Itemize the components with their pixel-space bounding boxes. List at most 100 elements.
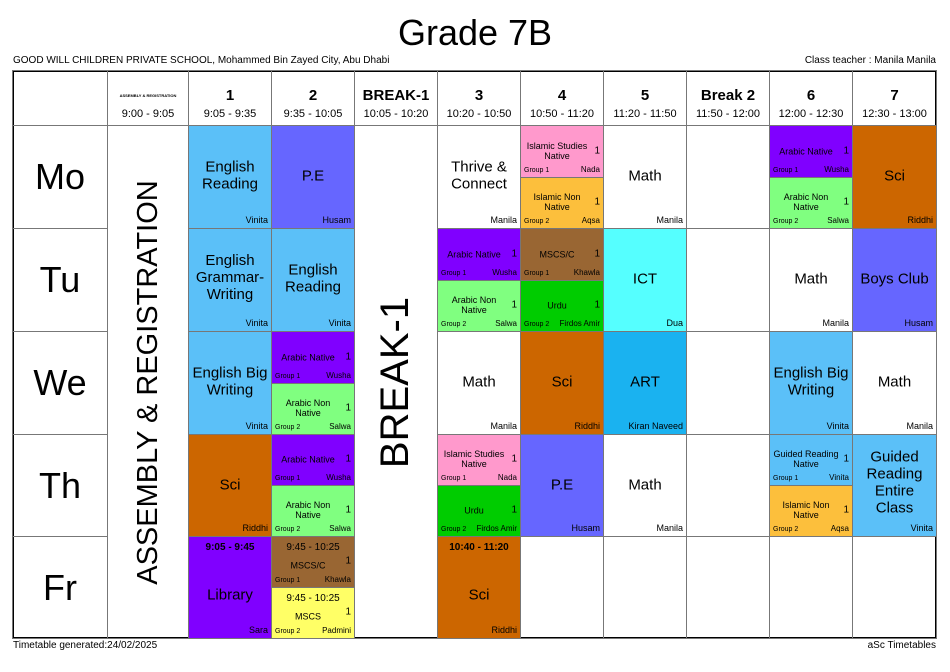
lesson-subject: Guided Reading Entire Class [866,448,923,517]
lesson-cell[interactable]: Sci Riddhi [520,331,604,435]
lesson-group: Group 1 [275,373,301,380]
lesson-teacher: Salwa [329,422,351,431]
lesson-teacher: Nada [580,165,600,174]
lesson-cell[interactable]: Guided Reading Native 1 Group 1 Vinita [769,434,853,486]
lesson-teacher: Husam [571,523,600,533]
period-time: 10:20 - 10:50 [446,108,512,120]
lesson-teacher: Vinita [826,421,849,431]
lesson-count: 1 [594,196,600,208]
lesson-teacher: Manila [490,215,517,225]
lesson-teacher: Wusha [326,473,351,482]
lesson-subject: English Big Writing [192,364,268,399]
lesson-subject: Arabic Non Native [285,500,331,520]
lesson-cell[interactable]: Islamic Non Native 1 Group 2 Aqsa [769,485,853,537]
lesson-cell[interactable]: English Big Writing Vinita [188,331,272,435]
lesson-cell[interactable]: Guided Reading Entire Class Vinita [852,434,937,537]
lesson-cell[interactable]: Urdu 1 Group 2 Firdos Amir [520,280,604,332]
lesson-subject: Arabic Non Native [783,192,829,212]
lesson-teacher: Vinita [829,473,849,482]
lesson-teacher: Vinita [328,318,351,328]
lesson-cell[interactable]: ART Kiran Naveed [603,331,687,435]
lesson-cell[interactable]: Boys Club Husam [852,228,937,332]
lesson-subject: Math [628,476,662,494]
lesson-cell[interactable]: P.E Husam [520,434,604,537]
lesson-cell[interactable]: Arabic Native 1 Group 1 Wusha [437,228,521,281]
lesson-cell[interactable]: Math Manila [437,331,521,435]
period-label: 3 [474,87,484,104]
lesson-cell[interactable]: 9:45 - 10:25 MSCS 1 Group 2 Padmini [271,587,355,639]
lesson-cell[interactable]: Math Manila [603,434,687,537]
lesson-cell[interactable]: English Reading Vinita [188,125,272,229]
lesson-teacher: Manila [490,421,517,431]
lesson-cell[interactable]: MSCS/C 1 Group 1 Khawla [520,228,604,281]
lesson-teacher: Riddhi [574,421,600,431]
lesson-cell[interactable]: ICT Dua [603,228,687,332]
period-time: 10:05 - 10:20 [363,108,429,120]
lesson-teacher: Salwa [495,319,517,328]
lesson-cell[interactable]: Sci Riddhi [852,125,937,229]
lesson-count: 1 [345,453,351,465]
school-name: GOOD WILL CHILDREN PRIVATE SCHOOL, Moham… [13,55,390,66]
lesson-count: 1 [345,402,351,414]
lesson-cell[interactable]: Sci Riddhi [188,434,272,537]
lesson-cell[interactable]: English Grammar-Writing Vinita [188,228,272,332]
lesson-cell[interactable]: P.E Husam [271,125,355,229]
lesson-teacher: Vinita [910,523,933,533]
lesson-cell[interactable]: Arabic Non Native 1 Group 2 Salwa [271,383,355,435]
lesson-teacher: Aqsa [581,216,600,225]
lesson-subject: P.E [301,167,325,185]
lesson-subject: Sci [468,586,490,604]
lesson-cell[interactable]: Math Manila [603,125,687,229]
period-label: 1 [225,87,235,104]
lesson-cell[interactable]: Thrive & Connect Manila [437,125,521,229]
lesson-cell[interactable]: Arabic Native 1 Group 1 Wusha [271,331,355,384]
lesson-subject: Arabic Native [779,146,833,156]
lesson-cell[interactable]: Islamic Studies Native 1 Group 1 Nada [437,434,521,486]
break1-column: BREAK-1 [354,125,438,639]
lesson-subject: Arabic Native [281,352,335,362]
empty-cell [686,125,770,229]
lesson-cell[interactable]: Islamic Non Native 1 Group 2 Aqsa [520,177,604,229]
lesson-subject: Islamic Non Native [782,500,830,520]
lesson-subject: Islamic Studies Native [443,449,505,469]
page-title: Grade 7B [397,12,553,53]
lesson-cell[interactable]: Islamic Studies Native 1 Group 1 Nada [520,125,604,178]
lesson-cell[interactable]: Arabic Non Native 1 Group 2 Salwa [437,280,521,332]
period-label: 5 [640,87,650,104]
lesson-cell[interactable]: Urdu 1 Group 2 Firdos Amir [437,485,521,537]
period-label: 6 [806,87,816,104]
day-label: Mo [12,125,108,229]
lesson-group: Group 2 [773,218,799,225]
lesson-count: 1 [345,504,351,516]
lesson-count: 1 [843,453,849,465]
assembly-label: ASSEMBLY & REGISTRATION [131,179,164,585]
lesson-cell[interactable]: English Big Writing Vinita [769,331,853,435]
lesson-group: Group 2 [524,218,550,225]
period-header: Break 2 11:50 - 12:00 [686,70,770,126]
class-teacher: Class teacher : Manila Manila [804,55,936,66]
lesson-teacher: Manila [822,318,849,328]
lesson-cell[interactable]: English Reading Vinita [271,228,355,332]
lesson-cell[interactable]: Arabic Native 1 Group 1 Wusha [271,434,355,486]
day-label: Fr [12,536,108,639]
lesson-subject: Boys Club [860,270,929,288]
lesson-teacher: Vinita [245,421,268,431]
lesson-cell[interactable]: 9:45 - 10:25 MSCS/C 1 Group 1 Khawla [271,536,355,588]
lesson-subject: P.E [550,476,574,494]
lesson-group: Group 2 [275,424,301,431]
lesson-subject: Sci [884,167,905,185]
lesson-cell[interactable]: Arabic Native 1 Group 1 Wusha [769,125,853,178]
lesson-cell[interactable]: Math Manila [852,331,937,435]
lesson-count: 1 [843,144,849,156]
lesson-teacher: Khawla [573,268,600,277]
lesson-cell[interactable]: Math Manila [769,228,853,332]
lesson-cell[interactable]: Arabic Non Native 1 Group 2 Salwa [769,177,853,229]
lesson-subject: Library [207,586,253,604]
lesson-cell[interactable]: Arabic Non Native 1 Group 2 Salwa [271,485,355,537]
empty-cell [769,536,853,639]
lesson-count: 1 [511,247,517,259]
lesson-cell[interactable]: 9:05 - 9:45 Library Sara [188,536,272,639]
lesson-cell[interactable]: 10:40 - 11:20 Sci Riddhi [437,536,521,639]
lesson-group: Group 2 [275,628,301,635]
